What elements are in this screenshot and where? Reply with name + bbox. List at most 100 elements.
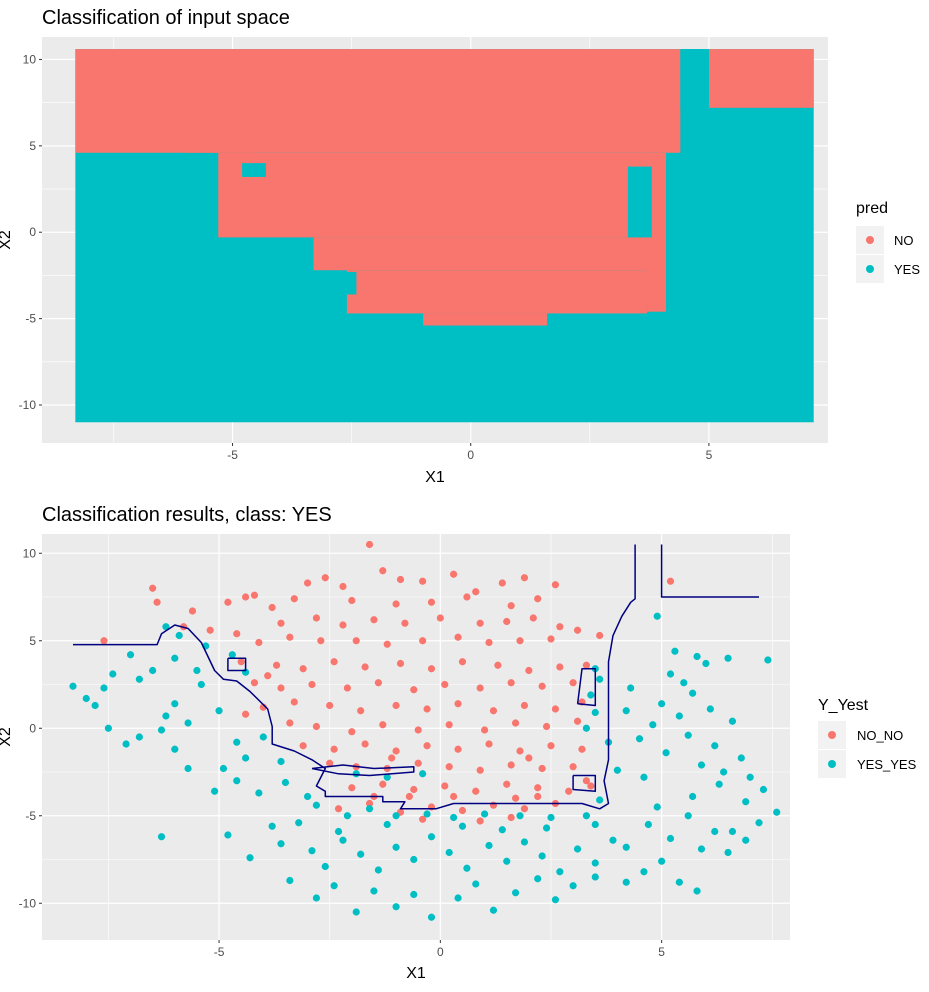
scatter-point — [485, 841, 493, 850]
scatter-point — [596, 631, 604, 640]
scatter-point — [383, 820, 391, 829]
region-no — [218, 152, 647, 238]
scatter-point — [534, 875, 542, 883]
x-tick-label: 5 — [658, 945, 665, 959]
scatter-point — [485, 740, 493, 748]
scatter-point — [742, 836, 750, 844]
scatter-point — [290, 595, 298, 603]
series-yes-yes — [69, 612, 781, 921]
scatter-point — [153, 598, 161, 606]
scatter-point — [330, 658, 338, 666]
scatter-point — [379, 780, 387, 788]
panel-background — [42, 534, 790, 940]
scatter-point — [427, 598, 436, 606]
scatter-point — [764, 656, 772, 664]
y-axis-ticks: -10 -5 0 5 10 — [19, 52, 42, 412]
scatter-point — [277, 840, 285, 848]
scatter-point — [746, 773, 754, 781]
scatter-point — [100, 637, 108, 645]
region-no — [646, 152, 667, 312]
scatter-point — [534, 784, 542, 792]
scatter-point — [476, 619, 484, 627]
scatter-point — [728, 717, 737, 725]
scatter-point — [357, 707, 365, 715]
scatter-point — [498, 826, 506, 834]
scatter-point — [697, 761, 706, 769]
scatter-point — [627, 684, 635, 692]
scatter-point — [303, 579, 312, 587]
scatter-point — [697, 845, 706, 853]
plot-title: Classification results, class: YES — [42, 504, 332, 526]
scatter-point — [237, 658, 245, 666]
scatter-point — [157, 833, 166, 841]
scatter-point — [241, 710, 250, 718]
scatter-point — [286, 719, 294, 727]
scatter-point — [503, 617, 511, 626]
scatter-point — [569, 763, 577, 771]
scatter-point — [773, 808, 781, 816]
scatter-point — [392, 812, 400, 820]
y-tick-label: 5 — [29, 634, 36, 648]
scatter-point — [520, 574, 529, 582]
scatter-point — [330, 745, 338, 753]
scatter-point — [503, 780, 511, 788]
scatter-point — [250, 591, 259, 599]
scatter-point — [458, 658, 467, 666]
scatter-point — [454, 633, 462, 641]
scatter-point — [476, 817, 484, 825]
scatter-point — [339, 836, 347, 844]
scatter-point — [286, 876, 294, 885]
scatter-point — [445, 848, 453, 857]
scatter-point — [241, 593, 250, 601]
region-no — [313, 237, 657, 271]
scatter-point — [423, 742, 431, 750]
scatter-point — [379, 567, 387, 575]
scatter-point — [556, 663, 564, 671]
scatter-point — [476, 684, 484, 692]
region-yes — [627, 166, 652, 238]
scatter-point — [255, 638, 263, 647]
scatter-point — [525, 666, 533, 675]
plot-input-space: Classification of input space -5 0 5 -10 -5… — [0, 7, 920, 486]
scatter-point — [392, 701, 400, 710]
scatter-point — [277, 619, 285, 627]
x-axis-title: X1 — [425, 469, 445, 486]
scatter-point — [445, 721, 453, 729]
scatter-point — [392, 747, 400, 755]
legend-marker-no-no — [828, 731, 836, 739]
scatter-point — [489, 906, 498, 914]
scatter-point — [689, 689, 697, 697]
scatter-point — [339, 582, 347, 591]
scatter-point — [693, 887, 701, 895]
scatter-point — [405, 792, 413, 801]
scatter-point — [401, 619, 409, 627]
y-axis-title: X2 — [0, 230, 14, 250]
scatter-point — [188, 607, 197, 615]
scatter-point — [299, 742, 307, 750]
scatter-point — [511, 889, 520, 897]
scatter-point — [569, 679, 577, 687]
scatter-point — [587, 691, 595, 699]
y-tick-label: 0 — [29, 721, 36, 735]
scatter-point — [658, 700, 666, 708]
scatter-point — [312, 801, 321, 809]
scatter-point — [352, 908, 360, 916]
scatter-point — [542, 722, 551, 731]
scatter-point — [272, 661, 281, 669]
scatter-point — [644, 820, 652, 829]
scatter-point — [472, 588, 480, 596]
y-tick-label: -10 — [19, 398, 37, 412]
scatter-point — [255, 789, 263, 797]
scatter-point — [724, 654, 732, 662]
scatter-point — [441, 680, 449, 689]
scatter-point — [197, 680, 205, 689]
scatter-point — [507, 679, 515, 687]
scatter-point — [640, 773, 648, 781]
scatter-point — [582, 777, 591, 785]
scatter-point — [157, 726, 166, 734]
scatter-point — [193, 666, 201, 675]
scatter-point — [582, 724, 591, 732]
scatter-point — [547, 742, 555, 750]
scatter-point — [162, 712, 170, 720]
legend-title: Y_Yest — [818, 697, 869, 714]
